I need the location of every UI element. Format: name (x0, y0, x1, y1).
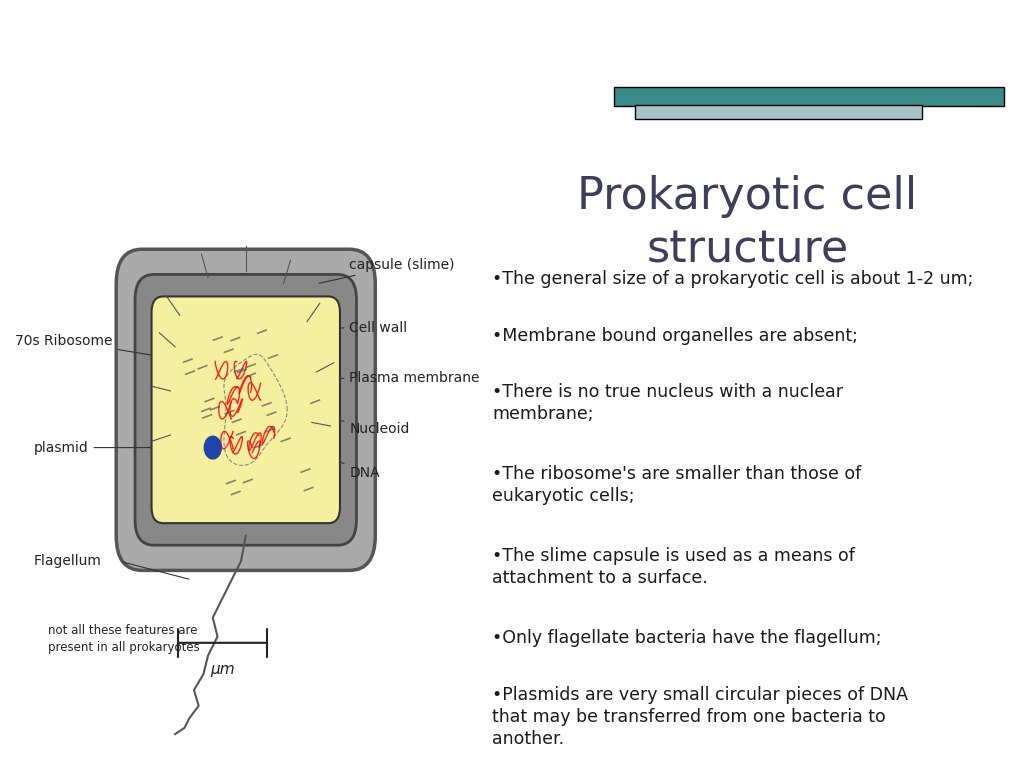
Text: Plasma membrane: Plasma membrane (322, 371, 480, 386)
FancyBboxPatch shape (161, 309, 331, 511)
Text: •The slime capsule is used as a means of
attachment to a surface.: •The slime capsule is used as a means of… (492, 547, 855, 588)
Text: Cell wall: Cell wall (324, 321, 408, 335)
Text: Nucleoid: Nucleoid (291, 410, 410, 435)
FancyBboxPatch shape (635, 105, 922, 119)
Text: •Only flagellate bacteria have the flagellum;: •Only flagellate bacteria have the flage… (492, 629, 882, 647)
FancyBboxPatch shape (152, 296, 340, 523)
Text: •Plasmids are very small circular pieces of DNA
that may be transferred from one: •Plasmids are very small circular pieces… (492, 686, 908, 748)
Text: Flagellum: Flagellum (34, 554, 101, 568)
Polygon shape (224, 354, 287, 465)
Text: capsule (slime): capsule (slime) (319, 258, 455, 283)
Text: Prokaryotic cell
structure: Prokaryotic cell structure (578, 175, 918, 272)
Text: •Membrane bound organelles are absent;: •Membrane bound organelles are absent; (492, 326, 858, 345)
Text: •The ribosome's are smaller than those of
eukaryotic cells;: •The ribosome's are smaller than those o… (492, 465, 861, 505)
Text: DNA: DNA (267, 430, 380, 480)
Text: μm: μm (210, 662, 234, 677)
Text: not all these features are
present in all prokaryotes: not all these features are present in al… (48, 624, 200, 654)
FancyBboxPatch shape (117, 249, 376, 571)
FancyBboxPatch shape (614, 87, 1004, 106)
Text: •The general size of a prokaryotic cell is about 1-2 um;: •The general size of a prokaryotic cell … (492, 270, 973, 288)
FancyBboxPatch shape (135, 274, 356, 545)
Text: plasmid: plasmid (34, 441, 202, 455)
Text: 70s Ribosome: 70s Ribosome (15, 333, 175, 359)
Circle shape (205, 436, 221, 459)
Text: •There is no true nucleus with a nuclear
membrane;: •There is no true nucleus with a nuclear… (492, 383, 843, 423)
